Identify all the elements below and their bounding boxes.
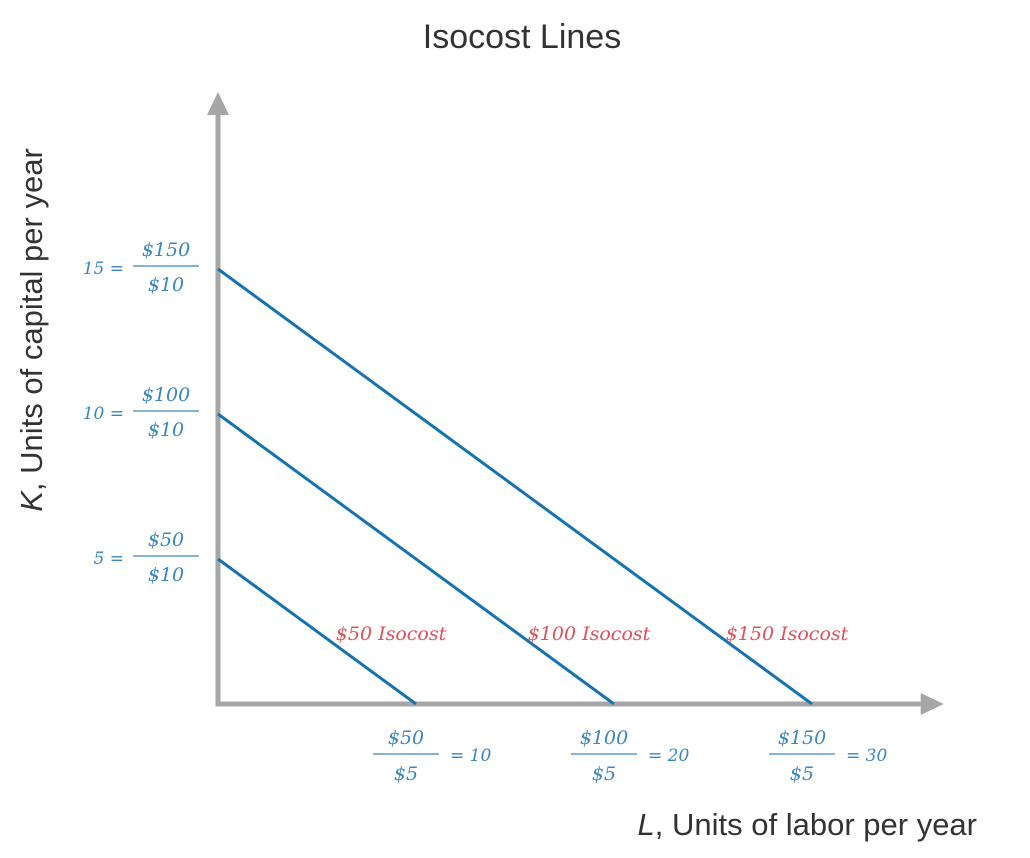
y-tick-denominator: $10 xyxy=(148,419,184,441)
x-tick-denominator: $5 xyxy=(790,763,814,785)
y-tick-numerator: $100 xyxy=(142,384,190,406)
x-tick-numerator: $50 xyxy=(388,727,424,749)
x-axis-ticks: $50 $5 = 10 $100 $5 = 20 $150 $5 = 30 xyxy=(373,727,887,785)
y-tick-prefix: 15 = xyxy=(83,259,124,279)
x-axis-variable: L xyxy=(638,807,655,842)
y-axis-arrowhead xyxy=(207,92,229,115)
y-axis-label-text: , Units of capital per year xyxy=(14,148,49,491)
x-axis-arrowhead xyxy=(920,693,944,715)
axes xyxy=(207,92,944,715)
y-tick-15: 15 = $150 $10 xyxy=(83,239,199,296)
isocost-line-1 xyxy=(217,557,417,706)
y-tick-denominator: $10 xyxy=(148,274,184,296)
y-axis-variable: K xyxy=(14,490,49,512)
x-tick-10: $50 $5 = 10 xyxy=(373,727,491,785)
isocost-line-2 xyxy=(217,412,615,706)
isocost-label-3: $150 Isocost xyxy=(726,623,849,645)
x-tick-suffix: = 30 xyxy=(846,746,887,766)
isocost-line-3 xyxy=(217,267,813,706)
isocost-label-1: $50 Isocost xyxy=(336,623,447,645)
x-tick-30: $150 $5 = 30 xyxy=(769,727,887,785)
x-tick-20: $100 $5 = 20 xyxy=(571,727,689,785)
y-tick-5: 5 = $50 $10 xyxy=(94,529,199,586)
x-tick-numerator: $100 xyxy=(580,727,628,749)
x-tick-suffix: = 10 xyxy=(450,746,491,766)
y-axis-ticks: 5 = $50 $10 10 = $100 $10 15 = $150 $10 xyxy=(83,239,199,586)
isocost-label-2: $100 Isocost xyxy=(528,623,651,645)
isocost-lines xyxy=(217,267,813,706)
x-tick-suffix: = 20 xyxy=(648,746,689,766)
y-tick-denominator: $10 xyxy=(148,564,184,586)
x-axis-label: L, Units of labor per year xyxy=(638,807,977,842)
y-tick-prefix: 10 = xyxy=(83,404,124,424)
y-tick-prefix: 5 = xyxy=(94,549,124,569)
x-tick-numerator: $150 xyxy=(778,727,826,749)
y-tick-numerator: $50 xyxy=(148,529,184,551)
x-tick-denominator: $5 xyxy=(592,763,616,785)
chart-title: Isocost Lines xyxy=(423,18,621,56)
y-tick-10: 10 = $100 $10 xyxy=(83,384,199,441)
y-axis-label: K, Units of capital per year xyxy=(14,148,49,512)
x-tick-denominator: $5 xyxy=(394,763,418,785)
y-tick-numerator: $150 xyxy=(142,239,190,261)
x-axis-label-text: , Units of labor per year xyxy=(655,807,977,842)
isocost-line-labels: $50 Isocost $100 Isocost $150 Isocost xyxy=(336,623,849,645)
